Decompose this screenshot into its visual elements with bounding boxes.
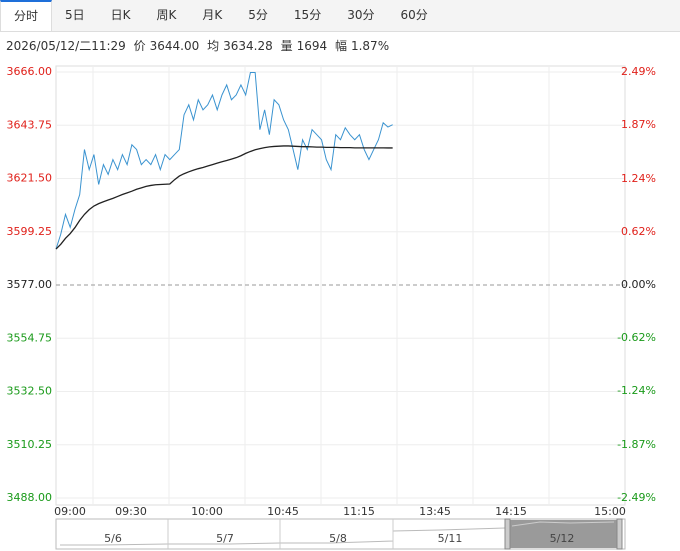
y2-tick-label: 2.49% — [621, 65, 656, 78]
x-tick-label: 11:15 — [343, 505, 375, 518]
navigator-date: 5/12 — [550, 532, 575, 545]
quote-info: 2026/05/12/二11:29 价 3644.00 均 3634.28 量 169… — [6, 37, 393, 54]
navigator-date: 5/8 — [329, 532, 347, 545]
tab[interactable]: 月K — [202, 8, 223, 22]
navigator-trace — [511, 521, 615, 527]
tab[interactable]: 30分 — [347, 8, 375, 22]
y-tick-label: 3666.00 — [7, 65, 53, 78]
label: 均 — [207, 39, 220, 53]
y-tick-label: 3577.00 — [7, 278, 53, 291]
navigator-handle[interactable] — [504, 518, 511, 550]
x-tick-label: 09:30 — [115, 505, 147, 518]
avg: 3634.28 — [223, 39, 273, 53]
tab[interactable]: 周K — [156, 8, 177, 22]
tab-bar: 分时 5日 日K 周K 月K 5分 15分 30分 60分 — [0, 0, 680, 32]
tab[interactable]: 日K — [110, 8, 131, 22]
navigator-date: 5/7 — [216, 532, 234, 545]
navigator-selection — [510, 520, 617, 548]
y-tick-label: 3599.25 — [7, 225, 53, 238]
x-tick-label: 15:00 — [594, 505, 626, 518]
y2-tick-label: -1.87% — [617, 438, 656, 451]
tab[interactable]: 5分 — [248, 8, 268, 22]
y2-tick-label: 0.00% — [621, 278, 656, 291]
navigator-date: 5/11 — [438, 532, 463, 545]
x-tick-label: 13:45 — [419, 505, 451, 518]
label: 幅 — [334, 39, 347, 53]
y-tick-label: 3554.75 — [7, 331, 53, 344]
y-tick-label: 3621.50 — [7, 172, 53, 185]
y2-tick-label: 1.24% — [621, 172, 656, 185]
y2-tick-label: 0.62% — [621, 225, 656, 238]
price: 3644.00 — [149, 39, 200, 53]
y2-tick-label: -2.49% — [617, 491, 656, 504]
tab[interactable]: 15分 — [293, 8, 322, 22]
amplitude: 1.87% — [350, 39, 390, 53]
y-tick-label: 3643.75 — [7, 118, 53, 131]
y2-tick-label: -1.24% — [617, 384, 656, 397]
x-tick-label: 14:15 — [495, 505, 527, 518]
tab[interactable]: 5日 — [65, 8, 85, 22]
navigator-date: 5/6 — [104, 532, 122, 545]
volume: 1694 — [296, 39, 328, 53]
x-tick-label: 10:00 — [191, 505, 223, 518]
y-tick-label: 3488.00 — [7, 491, 53, 504]
label: 价 — [133, 39, 146, 53]
y-tick-label: 3532.50 — [7, 385, 53, 398]
label: 量 — [280, 39, 293, 53]
y2-tick-label: 1.87% — [621, 118, 656, 131]
price-line — [55, 145, 393, 250]
tab[interactable]: 60分 — [400, 8, 428, 22]
x-tick-label: 10:45 — [267, 505, 299, 518]
navigator-trace — [60, 527, 506, 546]
datetime: 2026/05/12/二11:29 — [6, 39, 126, 53]
price-line — [55, 71, 393, 250]
y2-tick-label: -0.62% — [617, 331, 656, 344]
navigator-handle[interactable] — [616, 518, 623, 550]
tab[interactable]: 分时 — [0, 0, 53, 31]
x-tick-label: 09:00 — [54, 505, 86, 518]
y-tick-label: 3510.25 — [7, 438, 53, 451]
